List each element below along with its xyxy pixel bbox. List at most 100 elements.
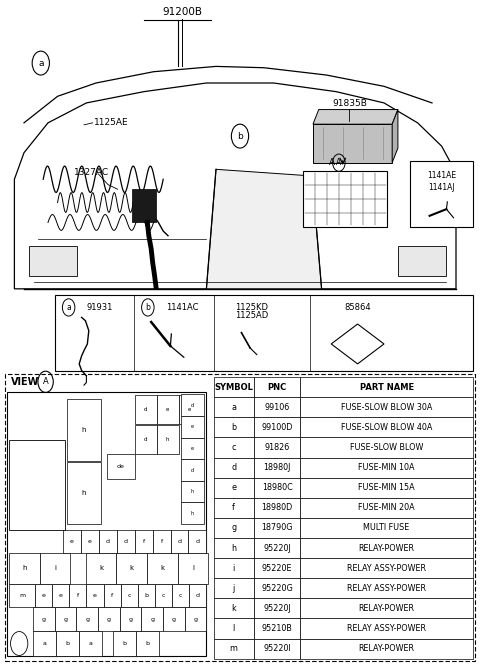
Text: a: a [231, 403, 236, 412]
Bar [79, 631, 102, 656]
Text: m: m [230, 644, 238, 653]
Bar [81, 529, 99, 553]
Text: g: g [42, 617, 46, 622]
Bar [303, 171, 387, 227]
Bar [136, 631, 159, 656]
Bar [33, 608, 55, 631]
Polygon shape [392, 110, 398, 163]
Bar [214, 397, 254, 418]
Text: A: A [43, 377, 48, 386]
Text: a: a [66, 303, 71, 312]
Text: FUSE-SLOW BLOW 40A: FUSE-SLOW BLOW 40A [341, 423, 432, 432]
Bar [254, 558, 300, 578]
Text: RELAY ASSY-POWER: RELAY ASSY-POWER [347, 584, 426, 593]
Text: h: h [82, 490, 86, 496]
Bar [180, 502, 204, 524]
Bar [300, 518, 473, 538]
Bar [120, 584, 138, 608]
Bar [163, 608, 185, 631]
Text: g: g [193, 617, 198, 622]
Text: 18980D: 18980D [262, 503, 293, 513]
Text: d: d [178, 539, 181, 544]
Bar [138, 584, 155, 608]
Text: b: b [145, 641, 150, 646]
Bar [300, 457, 473, 477]
Text: g: g [107, 617, 111, 622]
Bar [98, 608, 120, 631]
Text: l: l [233, 624, 235, 633]
Text: MULTI FUSE: MULTI FUSE [363, 523, 410, 533]
Bar [135, 529, 153, 553]
Text: d: d [106, 539, 110, 544]
Text: 1327AC: 1327AC [74, 168, 109, 177]
Text: m: m [19, 593, 25, 598]
Text: 95220I: 95220I [263, 644, 291, 653]
Bar [300, 498, 473, 518]
Bar [254, 518, 300, 538]
Bar [29, 246, 77, 276]
Text: e: e [42, 593, 46, 598]
Text: f: f [77, 593, 79, 598]
Bar [67, 462, 101, 524]
Bar [86, 584, 104, 608]
Text: e: e [191, 446, 194, 451]
Bar [300, 558, 473, 578]
Text: a: a [38, 58, 44, 68]
Text: 99100D: 99100D [262, 423, 293, 432]
Bar [254, 438, 300, 457]
Text: A: A [336, 158, 341, 167]
Text: f: f [232, 503, 235, 513]
Polygon shape [206, 169, 322, 289]
Text: 99106: 99106 [264, 403, 290, 412]
Text: SYMBOL: SYMBOL [214, 382, 253, 392]
Bar [214, 538, 254, 558]
Bar [147, 553, 178, 584]
Text: d: d [191, 403, 194, 408]
Text: FUSE-MIN 15A: FUSE-MIN 15A [358, 483, 415, 492]
Text: k: k [160, 565, 165, 572]
Text: k: k [231, 604, 236, 613]
Text: h: h [82, 427, 86, 433]
Text: c: c [231, 443, 236, 452]
Text: 91931: 91931 [86, 303, 113, 312]
Bar [107, 454, 135, 479]
Text: 95210B: 95210B [262, 624, 292, 633]
Text: l: l [192, 565, 194, 572]
Text: e: e [88, 539, 92, 544]
Bar [214, 518, 254, 538]
Bar [99, 529, 117, 553]
Bar [156, 426, 179, 454]
Bar [178, 553, 208, 584]
Bar [55, 608, 76, 631]
Bar [86, 553, 117, 584]
Text: 91835B: 91835B [332, 98, 367, 108]
Bar [153, 529, 170, 553]
Text: FUSE-SLOW BLOW 30A: FUSE-SLOW BLOW 30A [341, 403, 432, 412]
Polygon shape [313, 110, 398, 124]
Bar [300, 598, 473, 618]
Text: a: a [88, 641, 92, 646]
Bar [313, 124, 392, 163]
Text: k: k [130, 565, 134, 572]
Text: g: g [85, 617, 89, 622]
Bar [300, 578, 473, 598]
Bar [300, 397, 473, 418]
Bar [55, 295, 473, 371]
Text: 95220G: 95220G [261, 584, 293, 593]
Text: 85864: 85864 [344, 303, 371, 312]
Bar [300, 538, 473, 558]
Text: 91826: 91826 [264, 443, 290, 452]
Bar [155, 584, 172, 608]
Bar [398, 246, 446, 276]
Bar [214, 418, 254, 438]
Bar [189, 584, 206, 608]
Text: a: a [43, 641, 47, 646]
Text: k: k [99, 565, 103, 572]
Bar [254, 538, 300, 558]
Bar [300, 418, 473, 438]
Bar [254, 498, 300, 518]
Bar [33, 631, 56, 656]
Text: g: g [63, 617, 68, 622]
Bar [179, 395, 201, 424]
Text: A: A [329, 157, 335, 167]
